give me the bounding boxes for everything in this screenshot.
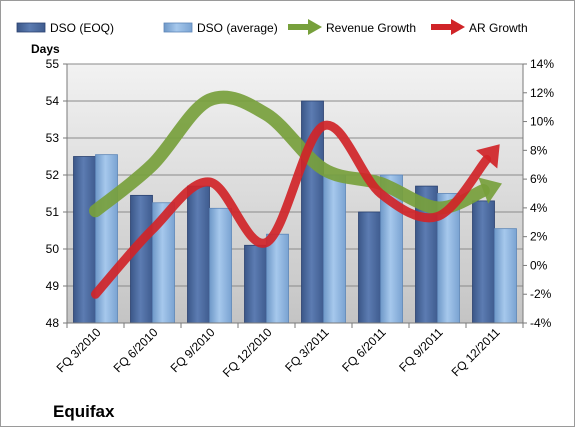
y-axis-title: Days <box>31 42 60 56</box>
bar-dso-eoq- <box>358 211 381 324</box>
bar-dso-eoq- <box>244 244 267 324</box>
right-tick-label: 4% <box>530 201 548 215</box>
left-tick-label: 55 <box>46 57 60 71</box>
right-tick-label: 12% <box>530 86 554 100</box>
x-tick-label: FQ 6/2011 <box>339 325 389 375</box>
line-ar-growth <box>91 120 492 299</box>
legend: DSO (EOQ) DSO (average) Revenue Growth AR G… <box>16 19 528 35</box>
left-tick-label: 48 <box>46 316 60 330</box>
legend-arrowhead <box>308 19 322 35</box>
right-tick-label: 0% <box>530 258 548 272</box>
x-tick-label: FQ 9/2010 <box>168 325 218 375</box>
legend-label: DSO (EOQ) <box>50 21 114 35</box>
arrowhead-revenue-growth <box>478 177 502 204</box>
x-tick-label: FQ 9/2011 <box>396 325 446 375</box>
left-tick-label: 53 <box>46 131 60 145</box>
bar-dso-average- <box>494 228 517 324</box>
right-tick-label: -2% <box>530 287 552 301</box>
legend-label: Revenue Growth <box>326 21 416 35</box>
bar-dso-average- <box>209 207 232 324</box>
line-revenue-growth <box>89 90 490 218</box>
legend-swatch <box>16 22 46 33</box>
right-tick-label: 8% <box>530 143 548 157</box>
left-tick-label: 52 <box>46 168 60 182</box>
legend-arrowhead <box>451 19 465 35</box>
right-tick-label: 6% <box>530 172 548 186</box>
bar-dso-average- <box>95 154 118 324</box>
company-name: Equifax <box>53 402 115 421</box>
left-tick-label: 49 <box>46 279 60 293</box>
bar-dso-eoq- <box>130 194 153 324</box>
legend-label: DSO (average) <box>197 21 278 35</box>
bar-dso-average- <box>266 233 289 324</box>
right-tick-label: 2% <box>530 230 548 244</box>
right-tick-label: 10% <box>530 115 554 129</box>
legend-swatch <box>163 22 193 33</box>
left-tick-label: 50 <box>46 242 60 256</box>
lines-layer <box>89 90 502 299</box>
bar-dso-eoq- <box>187 185 210 324</box>
legend-label: AR Growth <box>469 21 528 35</box>
left-tick-label: 51 <box>46 205 60 219</box>
bar-dso-eoq- <box>73 156 96 324</box>
x-tick-label: FQ 3/2011 <box>282 325 332 375</box>
right-tick-label: -4% <box>530 316 552 330</box>
right-tick-label: 14% <box>530 57 554 71</box>
bar-dso-eoq- <box>472 200 495 324</box>
bar-dso-average- <box>323 174 346 324</box>
left-tick-label: 54 <box>46 94 60 108</box>
x-tick-label: FQ 6/2010 <box>111 325 161 375</box>
arrowhead-ar-growth <box>476 144 500 169</box>
x-tick-label: FQ 12/2010 <box>220 325 275 380</box>
x-tick-label: FQ 12/2011 <box>449 325 503 379</box>
x-tick-label: FQ 3/2010 <box>54 325 104 375</box>
